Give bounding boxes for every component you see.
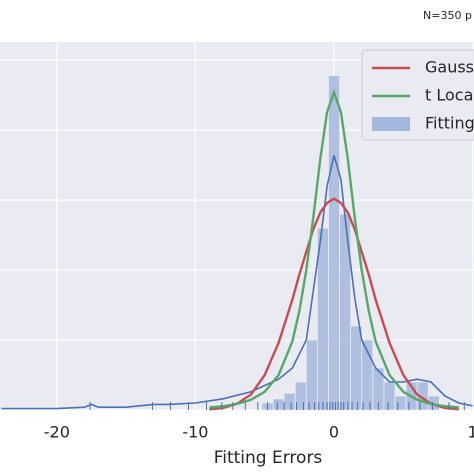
legend-label: t Loca [425, 86, 473, 105]
bar [339, 213, 352, 411]
legend: Gauss t Loca Fitting [361, 49, 474, 141]
fit-line [209, 88, 459, 409]
x-tick-label: 1 [468, 423, 474, 442]
legend-label: Gauss [425, 58, 474, 77]
bar [350, 325, 363, 411]
x-tick-label: 0 [329, 423, 339, 442]
bar [383, 381, 396, 411]
x-tick-label: -20 [44, 423, 70, 442]
bar [394, 395, 407, 411]
bar [305, 339, 318, 411]
fit-line [209, 197, 459, 411]
legend-label: Fitting [425, 114, 474, 133]
legend-swatch [372, 117, 410, 131]
x-axis-label: Fitting Errors [214, 448, 323, 468]
annotation: N=350 p [423, 9, 472, 22]
x-tick-label: -10 [182, 423, 208, 442]
bar [328, 75, 340, 411]
bar [272, 398, 285, 411]
bar [283, 392, 296, 411]
